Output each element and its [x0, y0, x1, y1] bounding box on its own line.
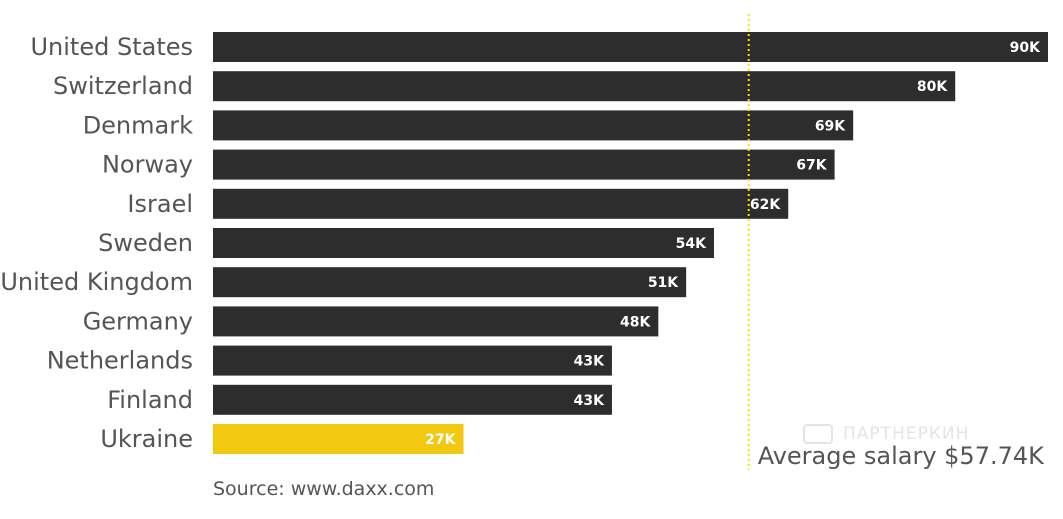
average-label: Average salary $57.74K: [758, 442, 1045, 470]
category-label: United Kingdom: [0, 268, 193, 296]
category-label: Switzerland: [53, 72, 193, 100]
bars-group: [213, 32, 1048, 454]
value-label: 43K: [574, 393, 605, 409]
value-label: 43K: [574, 354, 605, 370]
category-label: Sweden: [98, 229, 193, 257]
bar-united-states: [213, 32, 1048, 62]
bar-ukraine: [213, 424, 464, 454]
bar-finland: [213, 384, 612, 415]
category-label: Denmark: [83, 111, 193, 139]
bar-netherlands: [213, 345, 612, 376]
bar-norway: [213, 149, 835, 180]
bar-germany: [213, 306, 659, 337]
value-labels-group: 90K 80K 69K 67K 62K 54K 51K 48K 43K 43K 27K: [425, 40, 1041, 448]
bar-sweden: [213, 228, 714, 258]
value-label: 67K: [796, 158, 827, 174]
value-label: 48K: [620, 314, 651, 330]
value-label: 69K: [815, 118, 846, 134]
category-label: Israel: [127, 190, 193, 218]
value-label: 90K: [1010, 40, 1041, 56]
category-label: Norway: [102, 151, 193, 179]
category-label: Finland: [107, 386, 193, 414]
bar-israel: [213, 188, 789, 219]
category-label: United States: [30, 33, 193, 61]
bar-switzerland: [213, 71, 956, 102]
watermark: ПАРТНЕРКИН: [803, 424, 969, 444]
watermark-logo-icon: [803, 424, 833, 444]
value-label: 54K: [676, 236, 707, 252]
category-labels-group: United States Switzerland Denmark Norway Isr…: [0, 33, 193, 453]
category-label: Netherlands: [47, 347, 193, 375]
watermark-text: ПАРТНЕРКИН: [843, 424, 970, 444]
value-label: 27K: [425, 432, 456, 448]
bar-united-kingdom: [213, 267, 687, 298]
source-note: Source: www.daxx.com: [213, 478, 435, 500]
value-label: 80K: [917, 79, 948, 95]
bar-denmark: [213, 110, 854, 141]
category-label: Ukraine: [100, 425, 193, 453]
category-label: Germany: [83, 307, 193, 335]
value-label: 62K: [750, 197, 781, 213]
value-label: 51K: [648, 275, 679, 291]
